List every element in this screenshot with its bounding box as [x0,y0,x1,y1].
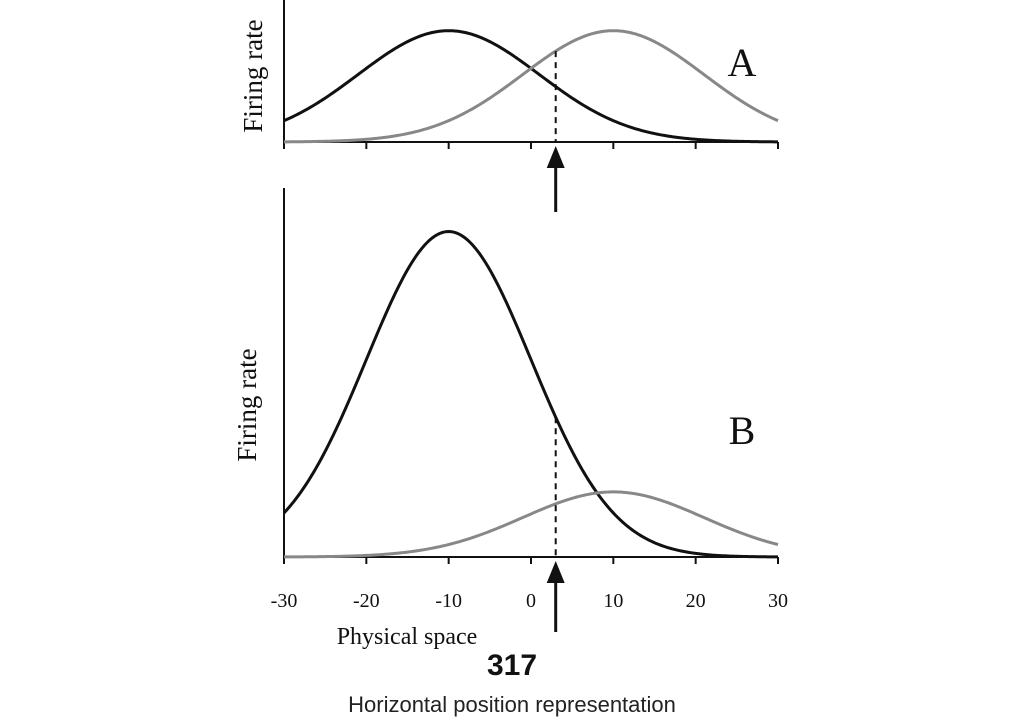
curve-right-neuron [283,490,779,559]
panel-b: -30 -20 -10 0 10 20 30 B Firing rate Physical … [232,188,788,650]
x-ticks [283,142,779,149]
x-tick-label: 30 [768,590,788,612]
x-tick-labels: -30 -20 -10 0 10 20 30 [271,590,788,612]
x-tick-label: 20 [686,590,706,612]
figure-caption: Horizontal position representation [348,692,676,717]
marker-arrowhead [546,146,565,168]
x-tick-label: -20 [353,590,380,612]
x-tick-label: 10 [603,590,623,612]
y-axis-label: Firing rate [238,19,268,132]
panel-a: A Firing rate [238,0,779,212]
x-tick-label: 0 [526,590,536,612]
panel-label: A [728,40,757,85]
marker-arrowhead [546,561,565,583]
y-axis-label: Firing rate [232,348,262,461]
x-axis-label: Physical space [337,624,478,650]
x-tick-label: -10 [435,590,462,612]
curves [282,230,779,559]
x-tick-label: -30 [271,590,298,612]
figure-number: 317 [486,649,538,682]
curve-left-neuron [283,29,779,144]
curve-left-neuron [282,230,779,559]
curves [283,29,779,144]
x-ticks [283,557,779,564]
panel-label: B [729,408,756,453]
curve-right-neuron [283,29,779,144]
